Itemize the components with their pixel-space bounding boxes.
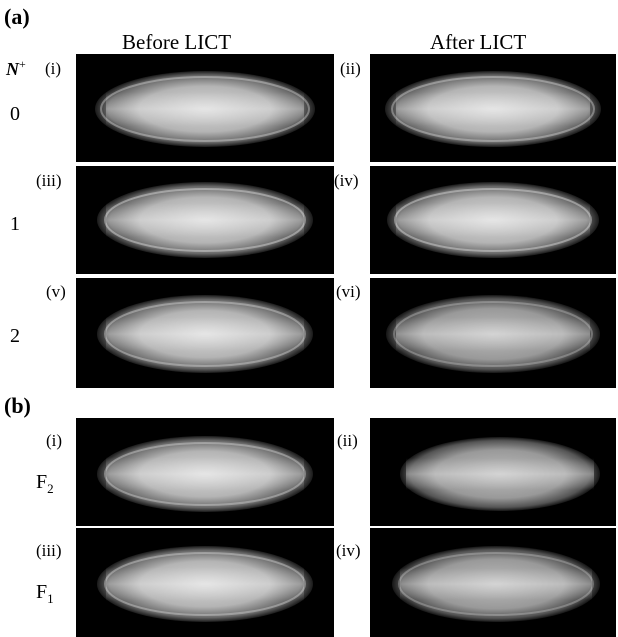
image-a-i xyxy=(76,54,334,162)
image-a-iii xyxy=(76,166,334,274)
row-label-n0: 0 xyxy=(10,103,20,125)
tag-a-i: (i) xyxy=(45,59,62,78)
tag-b-ii: (ii) xyxy=(337,431,358,450)
image-b-iii xyxy=(76,528,334,637)
tag-a-v: (v) xyxy=(46,282,66,301)
row-label-f2-sub: 2 xyxy=(47,481,54,496)
row-axis-label: N+ xyxy=(6,58,26,78)
image-b-iv xyxy=(370,528,616,637)
row-label-f2-main: F xyxy=(36,471,48,493)
tag-a-iii: (iii) xyxy=(36,171,62,190)
column-header-before: Before LICT xyxy=(122,30,232,54)
image-b-ii xyxy=(370,418,616,526)
row-label-f1-sub: 1 xyxy=(47,591,54,606)
tag-a-iv: (iv) xyxy=(334,171,359,190)
image-a-vi xyxy=(370,278,616,388)
image-a-ii xyxy=(370,54,616,162)
tag-b-iii: (iii) xyxy=(36,541,62,560)
tag-b-i: (i) xyxy=(46,431,63,450)
image-a-v xyxy=(76,278,334,388)
row-axis-label-main: N xyxy=(6,59,19,79)
column-header-after: After LICT xyxy=(430,30,527,54)
row-label-f1: F1 xyxy=(36,581,54,605)
image-b-i xyxy=(76,418,334,526)
tag-a-vi: (vi) xyxy=(336,282,361,301)
row-label-f2: F2 xyxy=(36,471,54,495)
row-label-f1-main: F xyxy=(36,581,48,603)
panel-a-letter: (a) xyxy=(4,4,30,29)
tag-a-ii: (ii) xyxy=(340,59,361,78)
image-a-iv xyxy=(370,166,616,274)
row-axis-label-sup: + xyxy=(19,57,26,71)
row-label-n2: 2 xyxy=(10,325,20,347)
tag-b-iv: (iv) xyxy=(336,541,361,560)
panel-b-letter: (b) xyxy=(4,393,31,418)
row-label-n1: 1 xyxy=(10,213,20,235)
